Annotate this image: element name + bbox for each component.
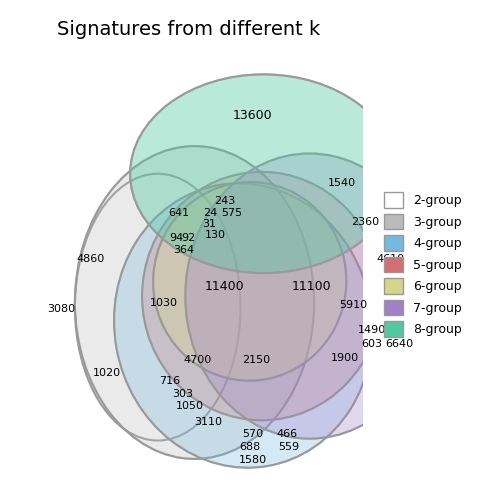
Ellipse shape (153, 182, 346, 381)
Text: 716: 716 (159, 375, 180, 386)
Text: 1030: 1030 (150, 297, 178, 307)
Text: Signatures from different k: Signatures from different k (57, 20, 321, 39)
Text: 4700: 4700 (183, 355, 211, 365)
Text: 466: 466 (276, 429, 297, 439)
Text: 3110: 3110 (195, 417, 222, 427)
Text: 24: 24 (203, 208, 217, 218)
Text: 4860: 4860 (77, 255, 105, 264)
Text: 1050: 1050 (176, 402, 204, 411)
Text: 3080: 3080 (47, 304, 75, 314)
Ellipse shape (130, 75, 397, 273)
Text: 1580: 1580 (238, 455, 267, 465)
Text: 1490: 1490 (358, 325, 386, 335)
Text: 13600: 13600 (233, 109, 272, 122)
Text: 11400: 11400 (205, 280, 245, 293)
Text: 688: 688 (239, 442, 261, 452)
Text: 1900: 1900 (331, 353, 358, 363)
Text: 364: 364 (173, 245, 194, 255)
Text: 570: 570 (242, 429, 263, 439)
Text: 94: 94 (169, 233, 183, 243)
Text: 4610: 4610 (376, 255, 405, 264)
Text: 243: 243 (214, 197, 235, 206)
Text: 603: 603 (361, 339, 383, 349)
Text: 2150: 2150 (242, 355, 270, 365)
Text: 1540: 1540 (328, 178, 356, 188)
Text: 559: 559 (278, 442, 299, 452)
Legend: 2-group, 3-group, 4-group, 5-group, 6-group, 7-group, 8-group: 2-group, 3-group, 4-group, 5-group, 6-gr… (384, 193, 462, 337)
Text: 1020: 1020 (93, 368, 121, 379)
Text: 31: 31 (202, 219, 216, 229)
Text: 92: 92 (181, 233, 195, 243)
Ellipse shape (75, 146, 314, 459)
Ellipse shape (185, 154, 434, 438)
Text: 5910: 5910 (340, 300, 368, 310)
Text: 575: 575 (222, 208, 243, 218)
Text: 303: 303 (172, 389, 193, 399)
Text: 130: 130 (205, 230, 226, 240)
Text: 11100: 11100 (291, 280, 331, 293)
Text: 641: 641 (168, 208, 190, 218)
Text: 2360: 2360 (351, 218, 379, 227)
Text: 6640: 6640 (386, 339, 414, 349)
Ellipse shape (114, 183, 372, 468)
Ellipse shape (142, 172, 382, 420)
